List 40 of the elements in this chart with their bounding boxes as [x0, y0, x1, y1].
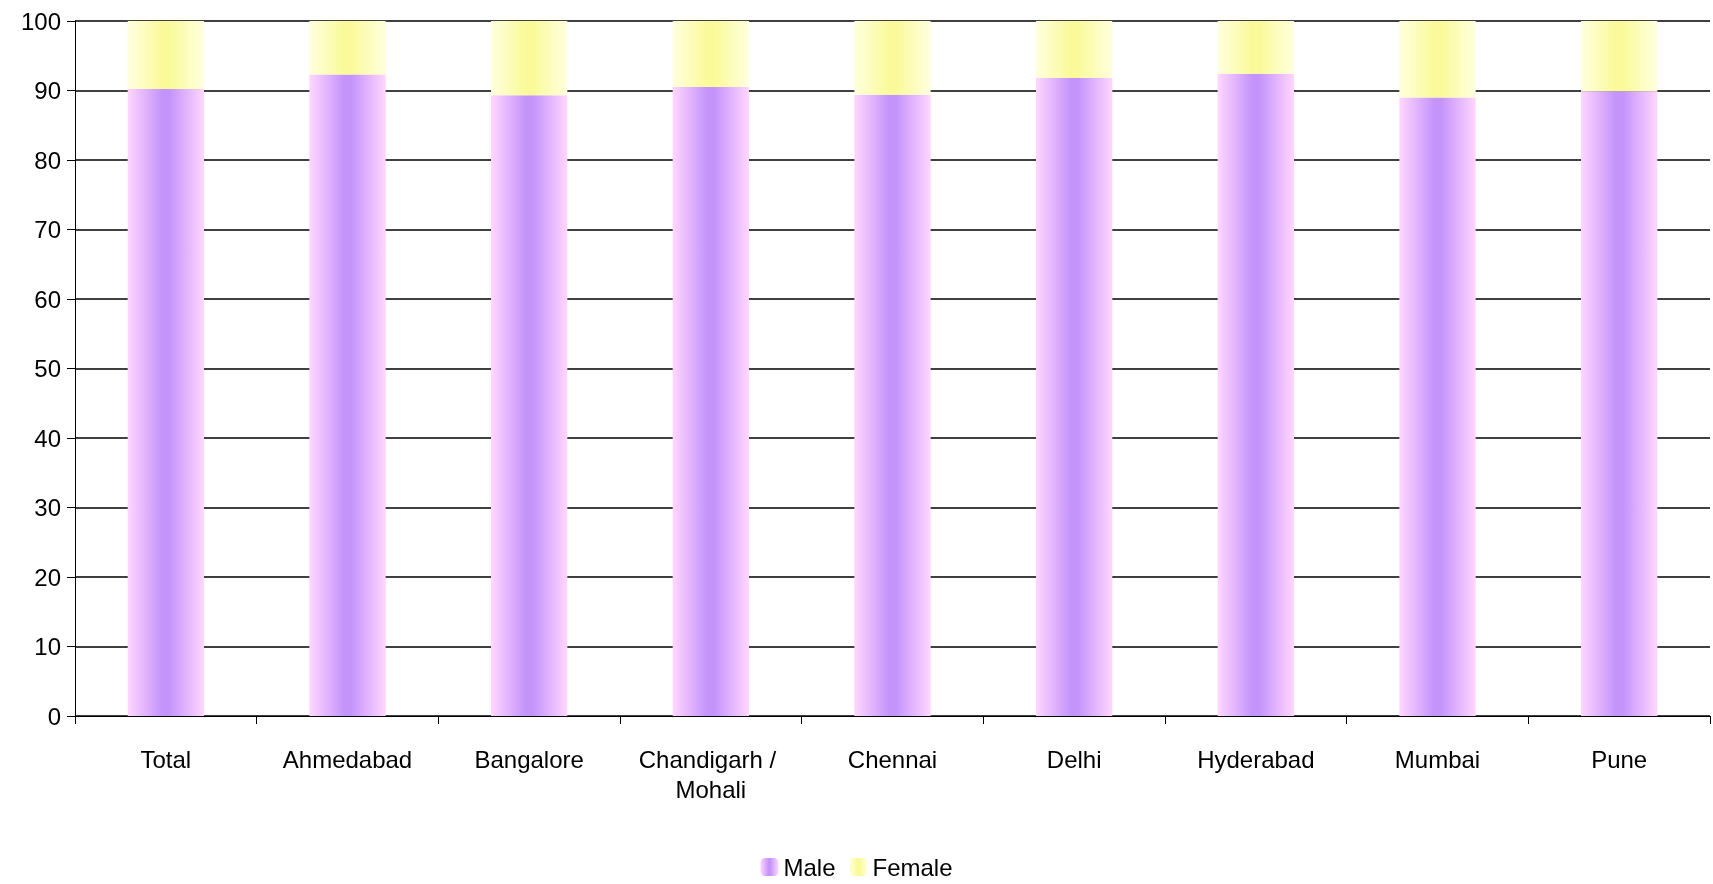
bar [127, 21, 204, 90]
bar [854, 94, 931, 716]
bar [1036, 77, 1113, 716]
bar [1036, 21, 1113, 78]
bar [1399, 21, 1476, 98]
x-tick-label: Chandigarh / Mohali [638, 745, 783, 803]
bar [491, 21, 568, 96]
x-tick-label: Hyderabad [1197, 745, 1315, 773]
y-tick-label: 40 [34, 424, 61, 452]
bar [127, 89, 204, 716]
y-tick-label: 50 [34, 355, 61, 382]
bar [1581, 91, 1658, 716]
y-tick-label: 20 [34, 563, 61, 591]
bar [854, 21, 931, 95]
x-tick-label: Bangalore [474, 745, 584, 773]
bar [1217, 73, 1294, 716]
x-tick-label: Mumbai [1394, 745, 1481, 773]
x-tick-label: Delhi [1046, 745, 1102, 773]
y-tick-label: 60 [34, 285, 61, 313]
bar [672, 87, 749, 716]
bar [309, 74, 386, 716]
bar [491, 95, 568, 716]
y-tick-label: 80 [34, 146, 61, 174]
y-tick-label: 70 [34, 216, 61, 243]
y-tick-label: 90 [34, 77, 61, 104]
bar [672, 21, 749, 88]
bar [1581, 21, 1658, 92]
bar [1399, 97, 1476, 716]
bar [309, 21, 386, 75]
y-tick-label: 30 [34, 494, 61, 521]
x-tick-label: Total [140, 745, 192, 773]
legend-label: Female [872, 853, 953, 881]
y-tick-label: 0 [47, 702, 61, 730]
y-tick-label: 10 [34, 633, 61, 660]
x-tick-label: Chennai [847, 745, 938, 773]
x-tick-label: Pune [1591, 745, 1648, 773]
bar [1217, 21, 1294, 74]
y-tick-label: 100 [20, 7, 61, 35]
x-tick-label: Ahmedabad [282, 745, 413, 773]
legend-label: Male [783, 853, 836, 881]
